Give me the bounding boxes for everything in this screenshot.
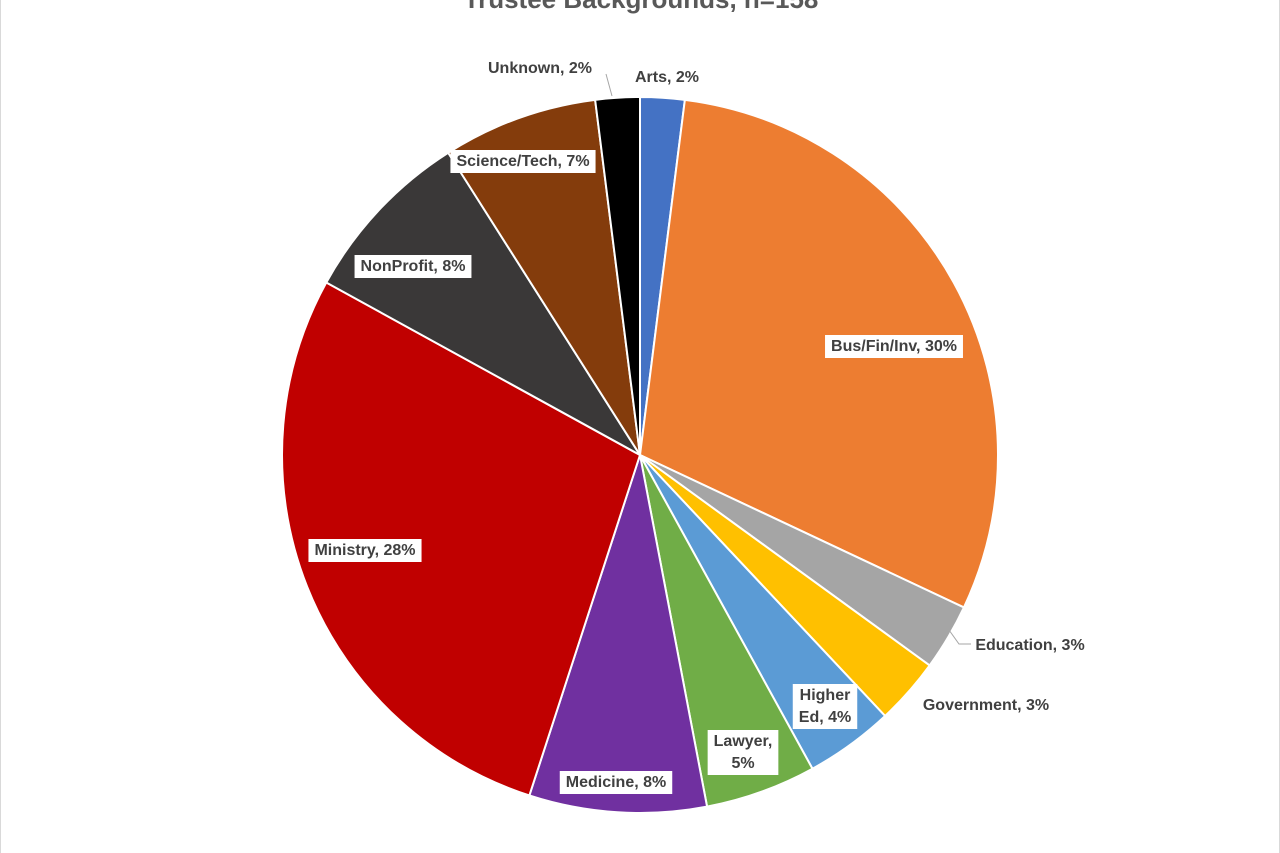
chart-title: Trustee Backgrounds, n=158 [1,0,1280,15]
data-label-bus-fin-inv: Bus/Fin/Inv, 30% [825,335,963,358]
data-label-ministry: Ministry, 28% [308,539,422,562]
data-label-government: Government, 3% [923,697,1049,714]
data-label-box [825,335,963,358]
data-label-box [559,771,673,794]
data-label-box [450,150,596,173]
data-label-text: Lawyer, 5% [714,733,773,772]
data-label-science-tech: Science/Tech, 7% [450,150,596,173]
pie-slice-nonprofit [324,151,641,456]
data-label-box [792,684,858,729]
data-labels: Arts, 2% Bus/Fin/Inv, 30% Education, 3% Gov… [308,60,1085,794]
pie-slice-science-tech [446,98,641,456]
data-label-education: Education, 3% [975,637,1084,654]
data-label-box [707,730,779,775]
data-label-text: Arts, 2% [635,69,699,86]
data-label-lawyer: Lawyer, 5% [707,730,779,775]
data-label-text: NonProfit, 8% [361,258,466,275]
data-label-nonprofit: NonProfit, 8% [354,255,472,278]
data-label-text: Medicine, 8% [566,774,666,791]
data-label-box [354,255,472,278]
data-label-medicine: Medicine, 8% [559,771,673,794]
pie-slice-ministry [281,281,642,797]
leader-line-unknown [605,73,613,97]
leader-line-education [948,629,971,645]
data-label-text: Higher Ed, 4% [799,687,851,726]
pie-slice-medicine [528,454,709,814]
data-label-text: Education, 3% [975,637,1084,654]
leader-lines [605,73,971,645]
data-label-text: Government, 3% [923,697,1049,714]
data-label-text: Science/Tech, 7% [456,153,589,170]
data-label-higher-ed: Higher Ed, 4% [792,684,858,729]
pie-slice-bus-fin-inv [638,98,999,609]
data-label-text: Unknown, 2% [488,60,592,77]
data-label-box [308,539,422,562]
data-label-unknown: Unknown, 2% [488,60,592,77]
data-label-arts: Arts, 2% [635,69,699,86]
pie-slice-unknown [594,95,641,456]
data-label-text: Bus/Fin/Inv, 30% [831,338,957,355]
data-label-text: Ministry, 28% [314,542,415,559]
pie-slices [281,95,999,814]
